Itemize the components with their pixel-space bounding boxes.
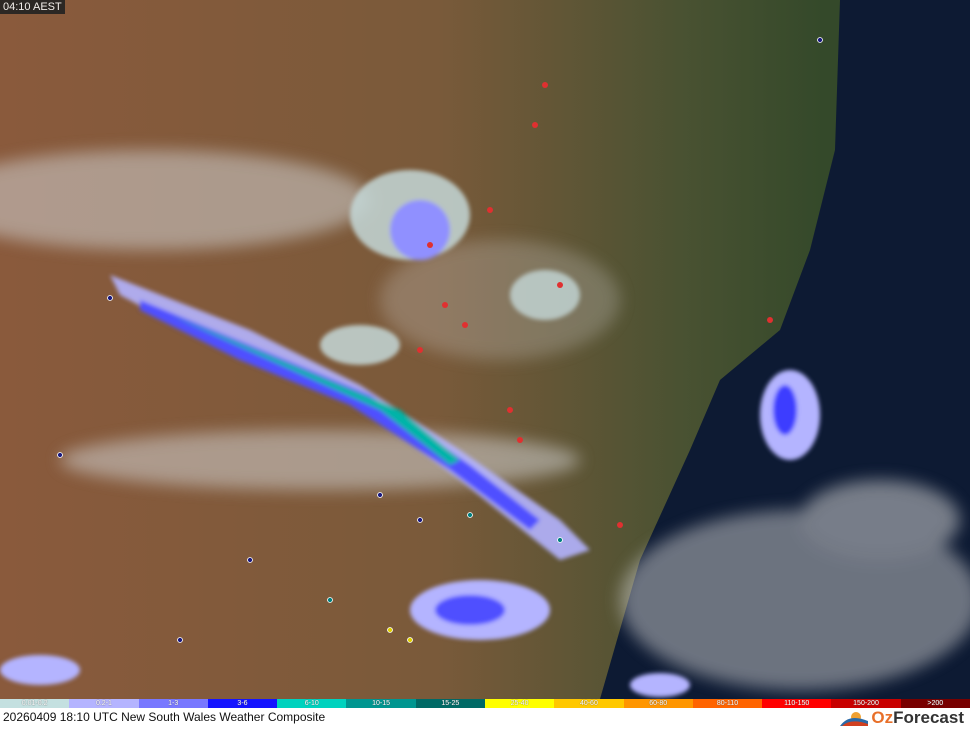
legend-item: 10-15 xyxy=(346,699,416,708)
legend-item: 6-10 xyxy=(277,699,347,708)
legend-item: 0.01-0.2 xyxy=(0,699,70,708)
weather-stations xyxy=(57,37,823,643)
ozforecast-logo[interactable]: OzForecast xyxy=(839,708,964,728)
cloud-cover xyxy=(0,150,970,690)
rainfall-legend: 0.01-0.2 0.2-1 1-3 3-6 6-10 10-15 15-25 25-40 40… xyxy=(0,699,970,708)
local-time-label: 04:10 AEST xyxy=(0,0,65,14)
rain-areas xyxy=(0,170,820,697)
legend-item: 25-40 xyxy=(484,699,555,708)
map-caption: 20260409 18:10 UTC New South Wales Weath… xyxy=(3,710,326,724)
legend-item: 40-60 xyxy=(554,699,624,708)
logo-text: OzForecast xyxy=(871,708,964,727)
legend-item: 3-6 xyxy=(207,699,278,708)
weather-map[interactable] xyxy=(0,0,970,699)
lightning-strikes xyxy=(417,82,773,528)
legend-item: 80-110 xyxy=(692,699,763,708)
legend-item: >200 xyxy=(900,699,970,708)
legend-item: 1-3 xyxy=(138,699,208,708)
logo-icon xyxy=(840,712,869,726)
legend-item: 150-200 xyxy=(831,699,901,708)
legend-item: 0.2-1 xyxy=(69,699,139,708)
legend-item: 60-80 xyxy=(623,699,693,708)
legend-item: 110-150 xyxy=(762,699,832,708)
legend-item: 15-25 xyxy=(415,699,485,708)
